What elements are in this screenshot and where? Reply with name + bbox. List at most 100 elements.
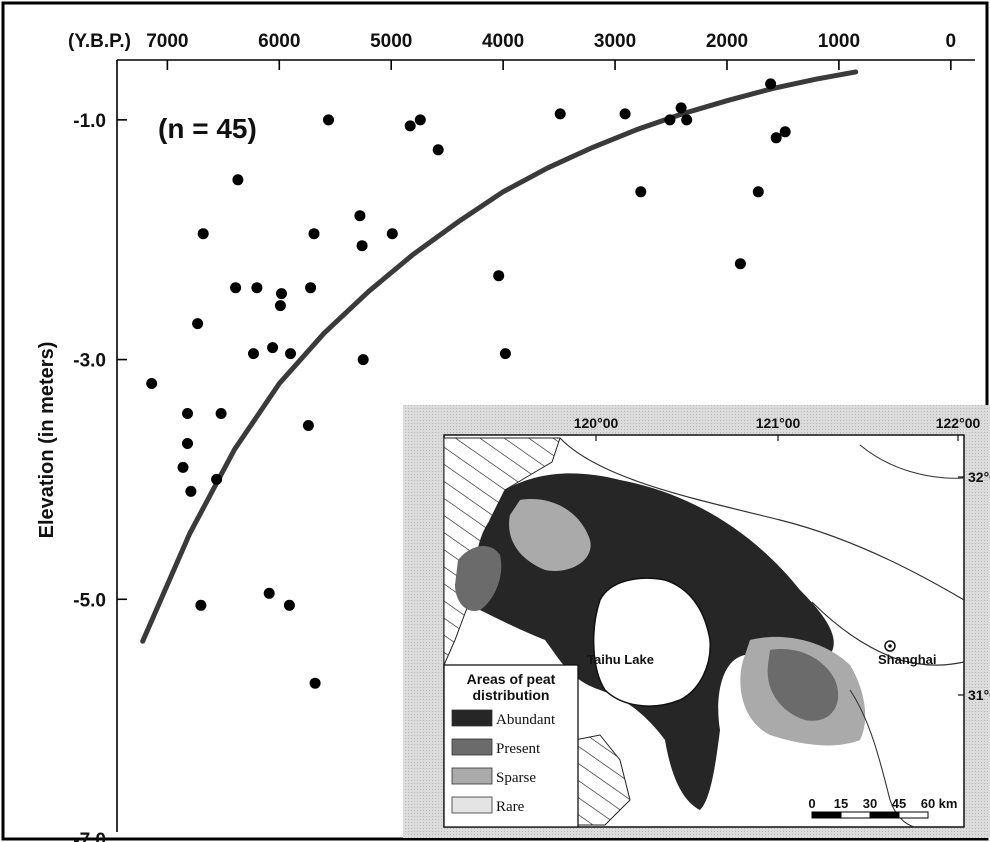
- y-axis-label: Elevation (in meters): [36, 342, 58, 539]
- legend-swatch: [451, 709, 493, 727]
- legend-swatch: [451, 796, 493, 814]
- coastline-south: [849, 689, 916, 828]
- scale-tick-label: 0: [808, 796, 815, 811]
- data-point: [675, 102, 687, 114]
- data-point: [752, 186, 764, 198]
- longitude-label: 120°00: [574, 415, 619, 431]
- data-point: [274, 300, 286, 312]
- data-point: [357, 354, 369, 366]
- data-point: [356, 240, 368, 252]
- latitude-label: 31°00: [968, 687, 990, 703]
- data-point: [404, 120, 416, 132]
- x-tick-label: 3000: [594, 31, 636, 52]
- x-tick-label: 1000: [818, 31, 860, 52]
- coastline-north: [859, 444, 965, 479]
- legend-item-label: Present: [496, 741, 541, 757]
- sample-count-annotation: (n = 45): [158, 113, 257, 144]
- scale-tick-label: 15: [834, 796, 848, 811]
- x-tick-label: 2000: [706, 31, 748, 52]
- taihu-lake-label: Taihu Lake: [587, 652, 654, 667]
- longitude-label: 121°00: [756, 415, 801, 431]
- data-point: [619, 108, 631, 120]
- y-tick-label: -5.0: [73, 590, 106, 611]
- legend-title-line2: distribution: [473, 687, 550, 703]
- data-point: [323, 114, 334, 126]
- latitude-labels: 32°00 31°00: [958, 469, 990, 703]
- data-point: [177, 461, 189, 473]
- data-point: [734, 258, 746, 270]
- river-bank-south: [811, 601, 965, 666]
- data-point: [635, 186, 647, 198]
- shanghai-marker-dot: [888, 644, 892, 648]
- data-point: [414, 114, 426, 126]
- peat-zone-present-east: [767, 649, 839, 721]
- y-tick-label: -1.0: [73, 111, 106, 132]
- data-point: [211, 473, 223, 485]
- data-point: [283, 599, 295, 611]
- shanghai-label: Shanghai: [878, 652, 937, 667]
- data-point: [354, 210, 366, 222]
- scale-segment: [869, 811, 900, 819]
- legend-item-label: Sparse: [496, 770, 536, 786]
- scale-segment: [898, 811, 929, 819]
- data-point: [664, 114, 676, 126]
- x-tick-label: 4000: [482, 31, 524, 52]
- data-point: [770, 132, 782, 144]
- data-point: [185, 485, 197, 497]
- data-point: [276, 288, 287, 300]
- scale-bar: 0 15 30 45 60 km: [808, 796, 958, 819]
- data-point: [309, 677, 321, 689]
- data-point: [182, 408, 193, 419]
- scale-tick-label: 30: [863, 796, 877, 811]
- data-point: [182, 438, 193, 449]
- trend-group: [140, 69, 859, 644]
- scale-segment: [840, 811, 871, 819]
- top-axis-unit-label: (Y.B.P.): [68, 31, 131, 52]
- longitude-label: 122°00: [936, 415, 981, 431]
- x-tick-label: 6000: [258, 31, 300, 52]
- scale-tick-label: 45: [892, 796, 906, 811]
- data-point: [305, 282, 317, 294]
- data-point: [230, 282, 242, 294]
- data-point: [192, 318, 204, 330]
- x-tick-label: 0: [946, 31, 957, 52]
- data-point: [195, 599, 207, 611]
- data-point: [267, 342, 279, 354]
- data-point: [197, 228, 209, 240]
- peat-zone-present-west: [455, 545, 502, 611]
- scale-tick-label: 60: [921, 796, 935, 811]
- scale-segment: [811, 811, 842, 819]
- y-tick-label: -3.0: [73, 351, 106, 372]
- legend-swatch: [451, 767, 493, 785]
- longitude-labels: 120°00 121°00 122°00: [574, 415, 981, 441]
- data-point: [263, 587, 275, 599]
- scale-unit-label: km: [939, 796, 958, 811]
- trend-curve: [140, 69, 859, 644]
- data-point: [432, 144, 444, 156]
- x-ticks: 7000 6000 5000 4000 3000 2000 1000 0: [146, 31, 956, 70]
- data-point: [386, 228, 398, 240]
- data-point: [146, 378, 158, 389]
- data-point: [248, 348, 259, 360]
- data-point: [499, 348, 511, 360]
- taihu-lake-shape: [592, 577, 711, 707]
- data-point: [308, 228, 320, 240]
- latitude-label: 32°00: [968, 469, 990, 485]
- data-point: [554, 108, 566, 120]
- data-point: [215, 408, 227, 419]
- legend-items: Abundant Present Sparse Rare: [451, 709, 556, 815]
- y-tick-label: -7.0: [73, 830, 106, 842]
- data-point: [232, 174, 244, 186]
- x-tick-label: 7000: [146, 31, 188, 52]
- data-point: [681, 114, 693, 126]
- data-point: [302, 420, 314, 431]
- points-group: [146, 78, 791, 689]
- data-point: [765, 78, 777, 90]
- legend-swatch: [451, 738, 493, 756]
- legend-item-label: Rare: [496, 799, 525, 815]
- y-ticks: -1.0 -3.0 -5.0 -7.0: [73, 111, 127, 842]
- axes: 7000 6000 5000 4000 3000 2000 1000 0 -1.0 -3.0 -5…: [36, 31, 975, 842]
- inset-map: 120°00 121°00 122°00 32°00 31°00 Taihu Lake…: [403, 405, 990, 838]
